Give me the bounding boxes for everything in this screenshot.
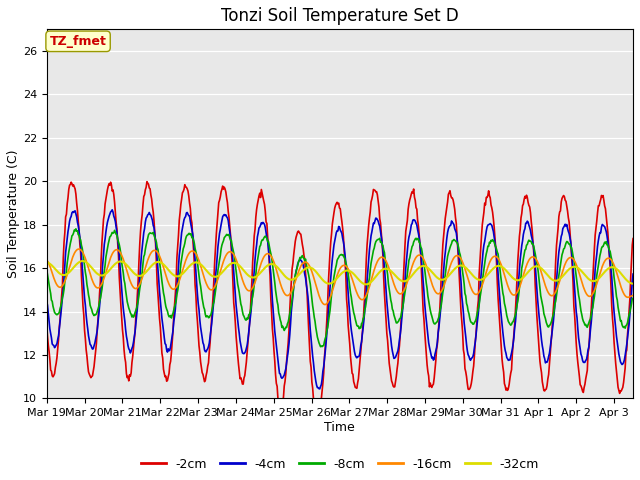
-4cm xyxy=(479,249,487,254)
-16cm xyxy=(294,271,301,277)
-4cm xyxy=(629,271,637,277)
-16cm xyxy=(43,258,51,264)
-4cm xyxy=(316,386,324,392)
Line: -2cm: -2cm xyxy=(47,181,633,421)
Line: -8cm: -8cm xyxy=(47,229,633,347)
-4cm xyxy=(294,261,301,267)
X-axis label: Time: Time xyxy=(324,421,355,434)
-8cm xyxy=(479,272,487,278)
-4cm xyxy=(108,207,116,213)
-2cm xyxy=(317,404,324,409)
-32cm xyxy=(125,265,133,271)
Y-axis label: Soil Temperature (C): Soil Temperature (C) xyxy=(7,150,20,278)
-8cm xyxy=(316,342,324,348)
-4cm xyxy=(125,347,133,353)
-16cm xyxy=(479,280,487,286)
-2cm xyxy=(629,236,637,241)
-8cm xyxy=(43,266,51,272)
-16cm xyxy=(45,261,53,267)
-32cm xyxy=(479,276,487,282)
-4cm xyxy=(43,299,51,304)
-32cm xyxy=(316,274,324,279)
-16cm xyxy=(465,279,473,285)
-32cm xyxy=(465,268,473,274)
-2cm xyxy=(125,378,132,384)
-2cm xyxy=(43,321,51,327)
-8cm xyxy=(45,281,53,287)
-8cm xyxy=(72,226,80,232)
Title: Tonzi Soil Temperature Set D: Tonzi Soil Temperature Set D xyxy=(221,7,459,25)
-2cm xyxy=(143,179,151,184)
Line: -4cm: -4cm xyxy=(47,210,633,389)
-16cm xyxy=(76,246,83,252)
Text: TZ_fmet: TZ_fmet xyxy=(50,35,106,48)
-16cm xyxy=(629,292,637,298)
-4cm xyxy=(317,384,324,389)
-8cm xyxy=(125,307,133,313)
-32cm xyxy=(78,258,86,264)
Legend: -2cm, -4cm, -8cm, -16cm, -32cm: -2cm, -4cm, -8cm, -16cm, -32cm xyxy=(136,453,544,476)
-4cm xyxy=(465,353,473,359)
Line: -16cm: -16cm xyxy=(47,249,633,304)
-2cm xyxy=(45,348,53,354)
-2cm xyxy=(465,386,473,392)
-2cm xyxy=(314,418,321,424)
-2cm xyxy=(294,229,301,235)
-16cm xyxy=(316,295,324,300)
-32cm xyxy=(45,261,53,266)
-8cm xyxy=(629,295,637,301)
Line: -32cm: -32cm xyxy=(47,261,633,284)
-2cm xyxy=(479,216,487,221)
-8cm xyxy=(465,311,473,316)
-4cm xyxy=(45,317,53,323)
-32cm xyxy=(629,281,637,287)
-16cm xyxy=(125,276,133,282)
-16cm xyxy=(321,301,329,307)
-32cm xyxy=(43,260,51,265)
-32cm xyxy=(294,273,301,279)
-8cm xyxy=(317,344,324,349)
-32cm xyxy=(362,281,370,287)
-8cm xyxy=(294,263,301,269)
